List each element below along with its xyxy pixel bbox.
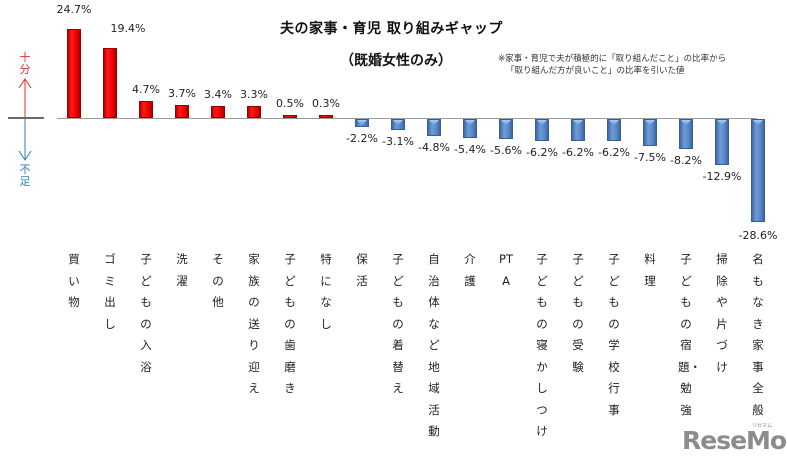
watermark-kana: リセマム [752,423,773,429]
category-label: 子どもの寝かしつけ [536,252,548,438]
value-label: -6.2% [598,146,630,160]
value-label: -4.8% [418,141,450,155]
category-label: 保活 [356,252,368,288]
bar [499,119,513,140]
indicator-up-label: 十分 [19,51,31,76]
bar [643,119,657,146]
value-label: -3.1% [382,135,414,149]
bar [355,119,369,127]
value-label: 0.3% [312,97,340,110]
bar [391,119,405,131]
category-label: 子どもの入浴 [140,252,152,374]
chart-subtitle: （既婚女性のみ） [340,53,452,69]
category-label: 子どもの歯磨き [284,252,296,395]
sufficiency-indicator [8,78,44,161]
resemom-watermark: ReseMom. リセマム [682,423,787,455]
category-label: 子どもの宿題・勉強 [678,252,701,417]
category-label: 子どもの学校行事 [608,252,620,417]
chart-note-line-1: ※家事・育児で夫が積極的に「取り組んだこと」の比率から [498,54,727,64]
value-label: -6.2% [526,146,558,160]
value-label: -8.2% [670,153,702,167]
watermark-text: ReseMom [682,426,787,455]
value-label: 3.7% [168,86,196,100]
category-label: 特になし [320,252,332,331]
bar [571,119,585,142]
value-label: 4.7% [132,83,160,97]
bar [751,119,765,222]
category-label: PTA [499,252,513,288]
value-label: -2.2% [346,131,378,145]
bar [103,48,117,118]
indicator-down-label: 不足 [19,163,31,188]
chart-note: ※家事・育児で夫が積極的に「取り組んだこと」の比率から 「取り組んだ方が良いこと… [498,53,726,77]
value-label: 19.4% [110,22,146,35]
category-label: 掃除や片づけ [716,252,728,374]
bar [535,119,549,142]
category-label: ゴミ出し [104,252,116,331]
bar [67,29,81,118]
category-label: 子どもの受験 [572,252,584,374]
category-label: 自治体など地域活動 [428,252,440,438]
bar [139,101,153,118]
bar [247,106,261,118]
bar [211,105,225,118]
value-label: 24.7% [56,3,92,16]
zero-baseline [57,118,757,119]
category-label: 買い物 [68,252,80,309]
category-label: 料理 [644,252,656,288]
value-label: -6.2% [562,146,594,160]
category-label: 洗濯 [176,252,188,288]
value-label: 3.4% [204,87,232,101]
bar [715,119,729,166]
value-label: 0.5% [276,97,304,110]
value-label: 3.3% [240,88,268,102]
category-label: 名もなき家事全般 [752,252,764,417]
value-label: -5.6% [490,144,522,158]
category-label: 子どもの着替え [392,252,404,395]
chart-title: 夫の家事・育児 取り組みギャップ [280,21,503,37]
bar [679,119,693,149]
bar [427,119,441,137]
category-label: その他 [212,252,224,309]
value-label: -7.5% [634,151,666,164]
bar [175,104,189,118]
bar [607,119,621,142]
value-label: -12.9% [702,170,742,184]
chart-note-line-2: 「取り組んだ方が良いこと」の比率を引いた値 [506,66,685,76]
bar [319,115,333,118]
value-label: -5.4% [454,143,486,157]
category-label: 家族の送り迎え [248,252,260,395]
category-label: 介護 [464,252,476,288]
bar [283,115,297,118]
bar [463,119,477,139]
value-label: -28.6% [738,228,778,242]
